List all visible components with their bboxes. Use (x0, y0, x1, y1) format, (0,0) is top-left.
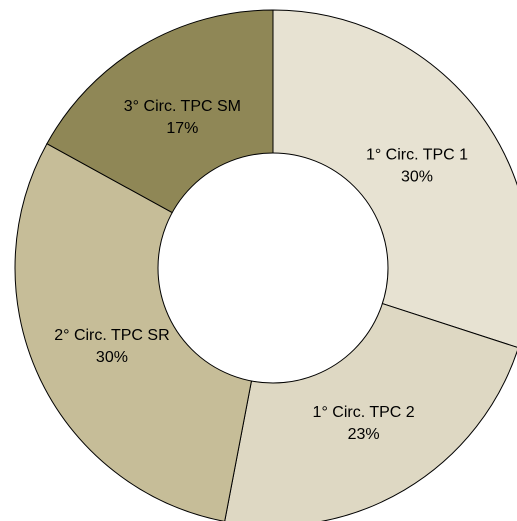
slice-label-4: 3° Circ. TPC SM (124, 98, 241, 115)
slice-percent-1: 30% (401, 168, 433, 185)
slice-percent-4: 17% (166, 120, 198, 137)
slice-percent-2: 23% (348, 426, 380, 443)
slice-label-3: 2° Circ. TPC SR (54, 327, 169, 344)
labels-group: 1° Circ. TPC 1 30% 1° Circ. TPC 2 23% 2° Cir… (54, 98, 468, 443)
slice-label-2: 1° Circ. TPC 2 (313, 404, 415, 421)
slice-label-1: 1° Circ. TPC 1 (366, 146, 468, 163)
donut-hole (157, 152, 389, 384)
slice-percent-3: 30% (96, 349, 128, 366)
